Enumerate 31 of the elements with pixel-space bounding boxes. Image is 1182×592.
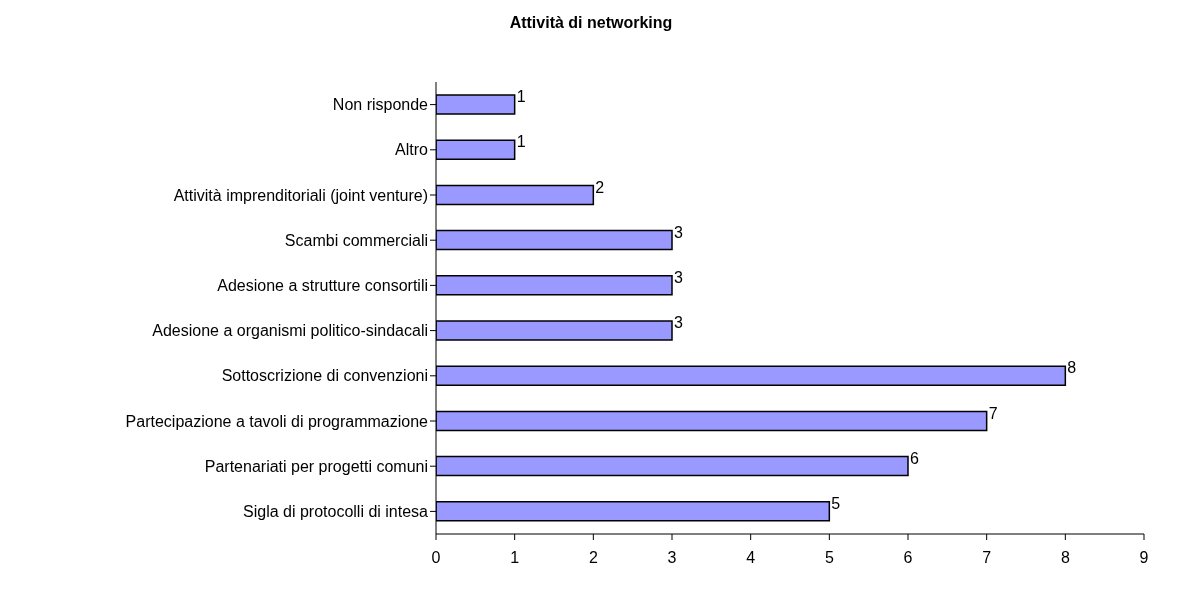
data-label: 1: [516, 133, 526, 151]
y-tick-label: Sottoscrizione di convenzioni: [221, 367, 428, 385]
y-tick-label: Partecipazione a tavoli di programmazione: [125, 412, 429, 430]
data-label: 3: [674, 268, 683, 286]
chart-title: Attività di networking: [508, 14, 674, 33]
x-tick-label: 6: [903, 549, 913, 567]
data-label: 3: [674, 223, 683, 241]
x-tick-label: 8: [1060, 549, 1070, 567]
data-label: 3: [674, 314, 683, 332]
data-label: 8: [1067, 359, 1077, 377]
x-tick-label: 7: [982, 549, 992, 567]
x-tick-label: 0: [431, 549, 441, 567]
x-tick-label: 2: [588, 549, 598, 567]
x-tick-label: 5: [824, 549, 834, 567]
x-tick-label: 1: [510, 549, 520, 567]
data-label: 6: [910, 449, 919, 467]
y-tick-label: Non risponde: [332, 96, 429, 114]
y-tick-label: Adesione a organismi politico-sindacali: [152, 322, 428, 340]
data-label: 7: [988, 404, 998, 422]
data-label: 1: [516, 88, 526, 106]
y-tick-label: Partenariati per progetti comuni: [204, 457, 428, 475]
x-tick-label: 9: [1139, 549, 1149, 567]
x-tick-label: 3: [667, 549, 677, 567]
data-label: 2: [595, 178, 605, 196]
y-tick-label: Sigla di protocolli di intesa: [243, 503, 429, 521]
y-tick-label: Scambi commerciali: [284, 231, 428, 249]
data-label: 5: [831, 494, 841, 512]
y-tick-label: Attività imprenditoriali (joint venture): [173, 186, 428, 204]
y-tick-label: Adesione a strutture consortili: [217, 277, 428, 295]
x-tick-label: 4: [746, 549, 756, 567]
y-tick-label: Altro: [395, 141, 429, 159]
